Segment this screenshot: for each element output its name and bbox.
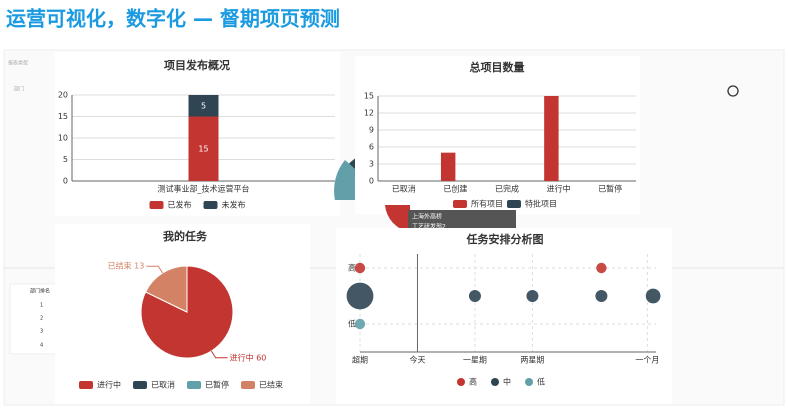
y-tick-label: 12 — [364, 109, 374, 118]
x-tick-label: 两星期 — [520, 356, 544, 365]
legend-swatch — [133, 381, 147, 389]
x-tick-label: 已创建 — [443, 184, 467, 194]
bg-label: 报表类型 — [8, 60, 28, 67]
scatter-point — [354, 318, 366, 330]
label-line — [146, 265, 164, 274]
legend-label: 低 — [537, 377, 545, 387]
bar — [188, 95, 219, 117]
legend-label: 进行中 — [97, 380, 121, 390]
x-tick-label: 一星期 — [463, 356, 487, 365]
legend-label: 已取消 — [151, 380, 175, 390]
y-tick-label: 低 — [348, 319, 356, 329]
label-line — [210, 350, 228, 359]
bg-label: 3 — [40, 329, 43, 335]
chart-title: 总项目数量 — [470, 60, 525, 74]
legend-swatch — [203, 201, 218, 209]
chart-panel — [355, 56, 640, 214]
data-label: 已结束 13 — [108, 261, 145, 271]
scatter-point — [596, 262, 607, 274]
scatter-point — [595, 290, 608, 302]
y-tick-label: 10 — [58, 134, 68, 143]
bg-label: 部门排名 — [30, 288, 50, 295]
legend-swatch — [507, 200, 521, 208]
bg-label: 部门 — [14, 86, 24, 93]
bg-label: 2 — [40, 316, 43, 322]
legend-swatch — [187, 381, 201, 389]
data-label: 15 — [198, 144, 208, 153]
y-tick-label: 5 — [63, 155, 68, 164]
chart-title: 项目发布概况 — [164, 58, 230, 72]
y-tick-label: 20 — [58, 91, 68, 100]
scatter-point — [346, 282, 374, 310]
x-tick-label: 已取消 — [392, 184, 416, 194]
y-tick-label: 9 — [369, 126, 374, 135]
data-label: 5 — [201, 101, 206, 110]
legend-swatch — [241, 381, 255, 389]
bar — [188, 116, 219, 181]
x-tick-label: 测试事业部_技术运营平台 — [158, 184, 250, 194]
y-tick-label: 3 — [369, 160, 374, 169]
legend-label: 中 — [503, 377, 511, 387]
y-tick-label: 15 — [364, 92, 374, 101]
legend-label: 已结束 — [259, 380, 283, 390]
bar — [544, 96, 559, 181]
chart-title: 我的任务 — [163, 229, 208, 243]
legend-label: 已暂停 — [205, 380, 229, 390]
bg-label: 4 — [40, 343, 43, 349]
refresh-icon[interactable] — [727, 85, 739, 97]
legend-label: 未发布 — [222, 200, 246, 210]
y-tick-label: 15 — [58, 112, 68, 121]
partial-pie — [385, 205, 410, 232]
scatter-point — [645, 288, 661, 304]
x-tick-label: 已暂停 — [598, 184, 622, 194]
chart-title: 任务安排分析图 — [466, 232, 544, 246]
x-tick-label: 进行中 — [547, 184, 571, 194]
scatter-point — [354, 262, 366, 274]
legend-label: 特批项目 — [525, 199, 557, 209]
bar — [440, 152, 456, 181]
chart-panel — [336, 228, 672, 404]
tooltip-text: 工艺研发部2 — [412, 223, 446, 231]
x-tick-label: 超期 — [352, 355, 368, 365]
tooltip-text: 上海外高桥 — [412, 213, 442, 221]
bg-label: 1 — [40, 303, 43, 309]
y-tick-label: 0 — [63, 177, 68, 186]
legend-swatch — [79, 381, 93, 389]
legend-label: 所有项目 — [471, 199, 503, 209]
data-label: 进行中 60 — [230, 352, 267, 362]
y-tick-label: 6 — [369, 143, 374, 152]
scatter-point — [468, 290, 481, 302]
legend-swatch — [149, 201, 164, 209]
scatter-point — [526, 290, 539, 302]
legend-swatch — [491, 378, 499, 386]
x-tick-label: 一个月 — [635, 356, 659, 365]
y-tick-label: 0 — [369, 177, 374, 186]
y-tick-label: 高 — [348, 263, 356, 273]
legend-swatch — [525, 378, 533, 386]
legend-swatch — [457, 378, 465, 386]
legend-label: 已发布 — [168, 200, 192, 210]
bg-table — [9, 283, 57, 355]
x-tick-label: 已完成 — [495, 184, 519, 194]
x-tick-label: 今天 — [409, 355, 425, 365]
page-title: 运营可视化，数字化 — 督期项页预测 — [6, 7, 340, 31]
legend-label: 高 — [469, 377, 477, 387]
legend-swatch — [453, 200, 467, 208]
